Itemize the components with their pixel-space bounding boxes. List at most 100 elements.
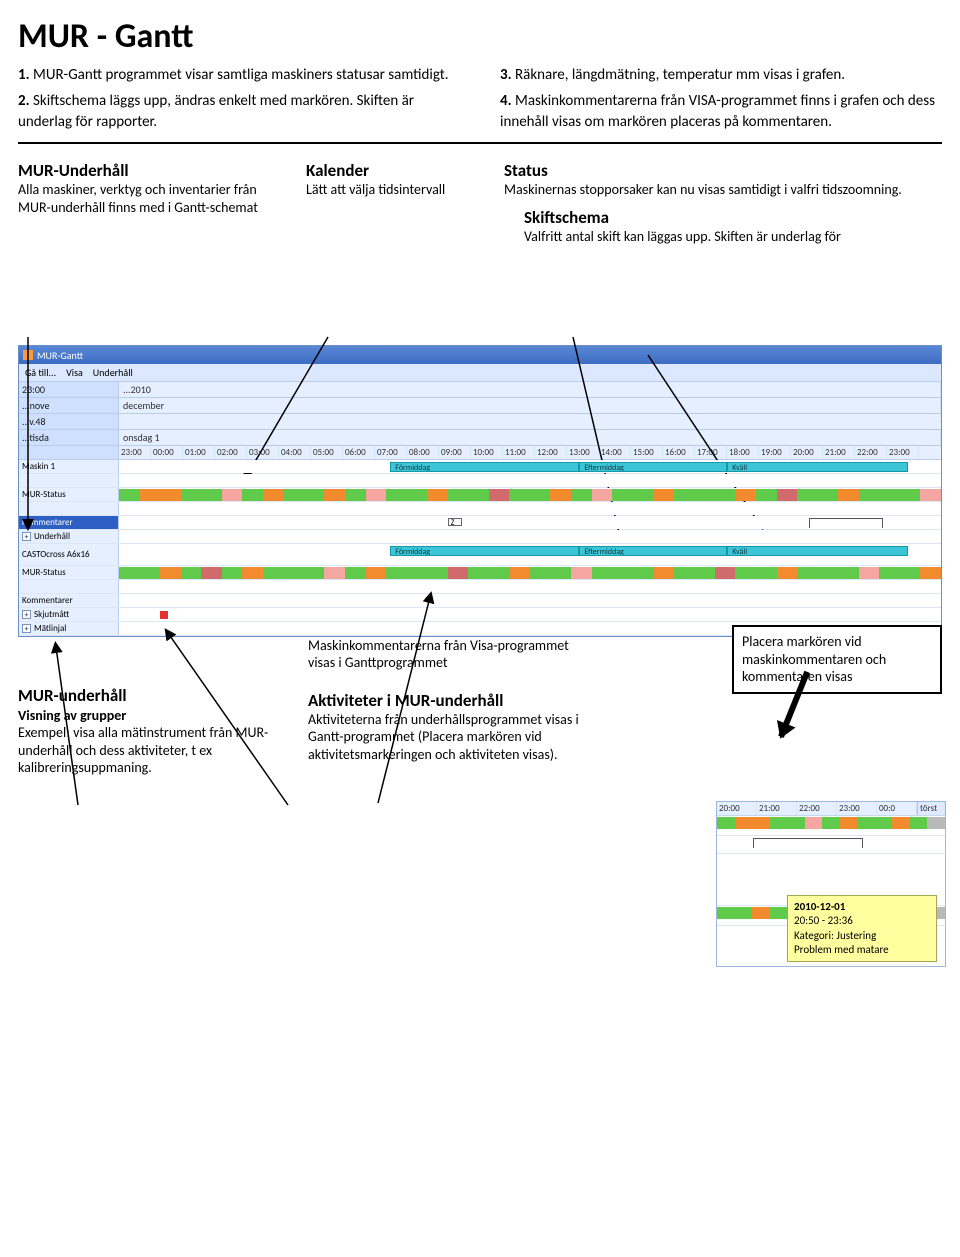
gantt-body: Maskin 1FörmiddagEftermiddagKvällMUR-Sta… [19, 460, 941, 636]
inset-hour-cell: 22:00 [797, 802, 837, 815]
row-label[interactable] [19, 502, 119, 515]
row-label-text: MUR-Status [22, 489, 66, 500]
inset-hour-cell: 21:00 [757, 802, 797, 815]
intro-num: 1. [18, 66, 30, 84]
callout-text: Alla maskiner, verktyg och inventarier f… [18, 181, 278, 216]
callouts-top: MUR-Underhåll Alla maskiner, verktyg och… [18, 160, 942, 246]
inset-hour-cell: 20:00 [717, 802, 757, 815]
callout-visning-grupper: MUR-underhåll Visning av grupper Exempel… [18, 685, 278, 776]
shift-bar[interactable]: Kväll [727, 462, 908, 472]
callout-text: Maskinernas stopporsaker kan nu visas sa… [504, 181, 942, 199]
menubar: Gå till... Visa Underhåll [19, 364, 941, 382]
menu-item[interactable]: Gå till... [25, 366, 56, 379]
intro-text: Maskinkommentarerna från VISA-programmet… [500, 92, 935, 130]
callout-kalender: Kalender Lätt att välja tidsintervall [306, 160, 476, 246]
header-time-left: 23:00 [19, 382, 119, 397]
row-label-text: Underhåll [34, 531, 70, 542]
callout-text: Lätt att välja tidsintervall [306, 181, 476, 199]
menu-item[interactable]: Underhåll [93, 366, 133, 379]
gantt-row [19, 474, 941, 488]
status-stripes [119, 567, 941, 579]
hour-cell: 14:00 [599, 446, 631, 459]
hour-cell: 15:00 [631, 446, 663, 459]
inset-hour-cell: 23:00 [837, 802, 877, 815]
row-canvas [119, 530, 941, 543]
intro-num: 3. [500, 66, 512, 84]
gantt-row: MUR-Status [19, 488, 941, 502]
row-label[interactable]: Kommentarer [19, 516, 119, 529]
hour-cell: 05:00 [311, 446, 343, 459]
callout-maskin-block: Maskin- och avvikelsekommentarer Maskink… [308, 685, 588, 776]
expand-icon[interactable]: + [22, 532, 31, 541]
row-label-text: Mätlinjal [34, 623, 66, 634]
tooltip-time: 20:50 - 23:36 [794, 914, 853, 927]
gantt-row: +Skjutmått [19, 608, 941, 622]
row-label[interactable]: Kommentarer [19, 594, 119, 607]
hour-cell: 16:00 [663, 446, 695, 459]
expand-icon[interactable]: + [22, 610, 31, 619]
row-label[interactable]: MUR-Status [19, 488, 119, 501]
gantt-row [19, 580, 941, 594]
row-label-text: Skjutmått [34, 609, 69, 620]
hour-cell: 20:00 [791, 446, 823, 459]
inset-day-right: törst [917, 802, 945, 815]
header-day-left: ...tisda [19, 430, 119, 445]
gantt-row [19, 502, 941, 516]
row-label[interactable]: Maskin 1 [19, 460, 119, 473]
shift-bar[interactable]: Eftermiddag [579, 462, 727, 472]
tooltip: 2010-12-01 20:50 - 23:36 Kategori: Juste… [787, 895, 937, 962]
row-canvas [119, 566, 941, 579]
row-canvas [119, 474, 941, 487]
intro-text: MUR-Gantt programmet visar samtliga mask… [33, 66, 449, 84]
row-canvas: FörmiddagEftermiddagKväll [119, 544, 941, 565]
menu-item[interactable]: Visa [66, 366, 83, 379]
hour-cell: 21:00 [823, 446, 855, 459]
hour-scale: 23:0000:0001:0002:0003:0004:0005:0006:00… [19, 446, 941, 460]
intro-columns: 1. MUR-Gantt programmet visar samtliga m… [18, 65, 942, 132]
activity-marker[interactable] [160, 611, 168, 619]
callout-heading: Status [504, 160, 942, 181]
inset-hour-cell: 00:0 [877, 802, 917, 815]
callout-text: Valfritt antal skift kan läggas upp. Ski… [524, 228, 942, 246]
row-label[interactable]: CASTOcross A6x16 [19, 544, 119, 565]
shift-bar[interactable]: Förmiddag [390, 546, 579, 556]
gantt-row: +Underhåll [19, 530, 941, 544]
intro-num: 4. [500, 92, 512, 110]
hour-cell: 10:00 [471, 446, 503, 459]
callout-subheading: Visning av grupper [18, 707, 278, 725]
row-label-text: Maskin 1 [22, 461, 55, 472]
row-label[interactable] [19, 580, 119, 593]
divider [18, 142, 942, 144]
row-canvas [119, 608, 941, 621]
hour-cell: 11:00 [503, 446, 535, 459]
row-label[interactable]: MUR-Status [19, 566, 119, 579]
row-label[interactable]: +Mätlinjal [19, 622, 119, 635]
shift-bar[interactable]: Förmiddag [390, 462, 579, 472]
shift-bar[interactable]: Eftermiddag [579, 546, 727, 556]
tooltip-prob: Problem med matare [794, 943, 889, 956]
callout-mur-underhall: MUR-Underhåll Alla maskiner, verktyg och… [18, 160, 278, 246]
hour-cell: 01:00 [183, 446, 215, 459]
callouts-bottom: MUR-underhåll Visning av grupper Exempel… [18, 685, 942, 776]
row-canvas [119, 502, 941, 515]
header-blank [119, 421, 941, 423]
row-label[interactable] [19, 474, 119, 487]
hour-cell: 03:00 [247, 446, 279, 459]
header-year: ...2010 [119, 382, 941, 397]
hour-cell: 09:00 [439, 446, 471, 459]
hour-cell: 19:00 [759, 446, 791, 459]
comment-marker[interactable]: Z [448, 518, 462, 526]
hour-cell: 04:00 [279, 446, 311, 459]
row-label-text: Kommentarer [22, 595, 73, 606]
callout-text: Maskinkommentarerna från Visa-programmet… [308, 637, 588, 672]
page-title: MUR - Gantt [18, 16, 942, 57]
hour-cell: 00:00 [151, 446, 183, 459]
expand-icon[interactable]: + [22, 624, 31, 633]
shift-bar[interactable]: Kväll [727, 546, 908, 556]
row-label[interactable]: +Skjutmått [19, 608, 119, 621]
callout-aktiviteter: Aktiviteter i MUR-underhåll Aktivitetern… [308, 690, 588, 764]
row-label[interactable]: +Underhåll [19, 530, 119, 543]
header-month-left: ...nove [19, 398, 119, 413]
callout-heading: MUR-Underhåll [18, 160, 278, 181]
app-icon [23, 350, 33, 360]
